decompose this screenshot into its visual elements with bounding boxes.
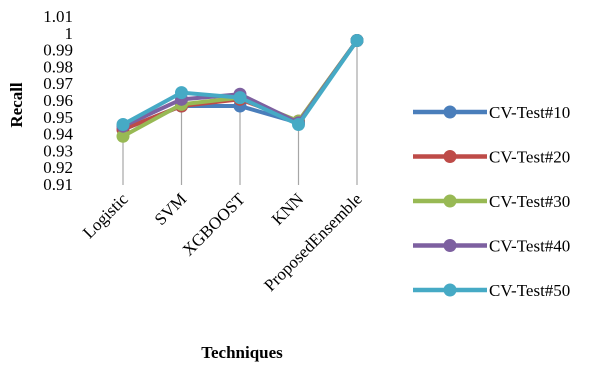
y-tick-label: 1.01 — [43, 7, 73, 26]
legend-swatch-marker — [443, 105, 457, 119]
y-tick-label: 0.94 — [43, 125, 73, 144]
legend-swatch-marker — [443, 239, 457, 252]
y-tick-label: 1 — [65, 24, 74, 43]
data-point — [175, 86, 188, 100]
legend-swatch-marker — [443, 194, 457, 208]
y-tick-label: 0.99 — [43, 41, 73, 60]
y-tick-label: 0.91 — [43, 175, 73, 194]
legend-swatch-marker — [443, 283, 457, 297]
y-tick-label: 0.93 — [43, 141, 73, 160]
legend-label: CV-Test#40 — [489, 237, 570, 256]
legend-label: CV-Test#30 — [489, 192, 570, 211]
x-tick-label: SVM — [151, 189, 190, 228]
y-tick-label: 0.95 — [43, 108, 73, 127]
data-point — [116, 118, 130, 132]
data-point — [350, 34, 364, 48]
x-tick-label: XGBOOST — [179, 189, 250, 260]
drop-lines — [122, 40, 358, 185]
data-point — [233, 91, 247, 105]
legend: CV-Test#10 CV-Test#20 CV-Test#30 CV-Test#40… — [413, 103, 570, 300]
y-tick-label: 0.97 — [43, 74, 73, 93]
x-axis-title: Techniques — [201, 343, 283, 362]
x-tick-label: KNN — [268, 189, 307, 228]
data-point — [292, 118, 305, 132]
legend-label: CV-Test#20 — [489, 148, 570, 167]
y-tick-label: 0.98 — [43, 57, 73, 76]
legend-label: CV-Test#50 — [489, 281, 570, 300]
legend-swatch-marker — [443, 150, 457, 163]
series — [116, 34, 364, 132]
data-point — [116, 129, 130, 143]
x-tick-label: Logistic — [79, 189, 132, 242]
y-tick-label: 0.96 — [43, 91, 73, 110]
series-group — [116, 34, 364, 143]
legend-label: CV-Test#10 — [489, 103, 570, 122]
y-axis-ticks: 0.910.920.930.940.950.960.970.980.9911.0… — [43, 7, 73, 194]
x-tick-label: ProposedEnsemble — [260, 189, 366, 295]
y-tick-label: 0.92 — [43, 158, 73, 177]
y-axis-title: Recall — [7, 82, 26, 128]
